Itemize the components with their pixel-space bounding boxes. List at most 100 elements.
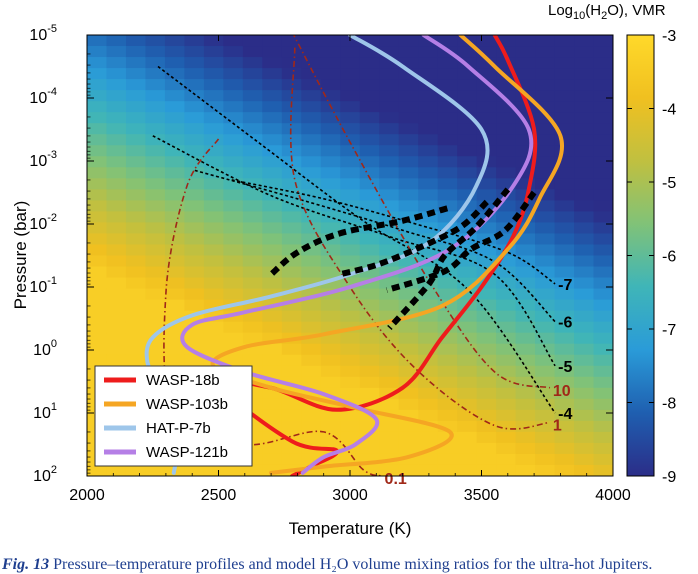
- heatmap-cell: [223, 57, 244, 69]
- heatmap-cell: [106, 123, 127, 135]
- heatmap-cell: [418, 156, 439, 168]
- heatmap-cell: [184, 156, 205, 168]
- heatmap-cell: [184, 244, 205, 257]
- heatmap-cell: [457, 244, 478, 257]
- heatmap-cell: [515, 145, 536, 157]
- heatmap-cell: [476, 178, 497, 190]
- heatmap-cell: [320, 46, 341, 58]
- colorbar-tick-label: -4: [662, 102, 676, 119]
- heatmap-cell: [457, 321, 478, 334]
- heatmap-cell: [379, 57, 400, 69]
- heatmap-cell: [145, 145, 166, 157]
- heatmap-cell: [593, 310, 613, 323]
- heatmap-cell: [242, 310, 263, 323]
- heatmap-cell: [320, 365, 341, 378]
- heatmap-cell: [106, 178, 127, 190]
- heatmap-cell: [476, 398, 497, 411]
- heatmap-cell: [340, 277, 361, 290]
- heatmap-cell: [262, 57, 283, 69]
- heatmap-cell: [593, 57, 613, 69]
- heatmap-cell: [476, 167, 497, 179]
- heatmap-cell: [554, 79, 575, 91]
- heatmap-cell: [203, 46, 224, 58]
- heatmap-cell: [145, 343, 166, 356]
- heatmap-cell: [242, 123, 263, 135]
- heatmap-cell: [418, 398, 439, 411]
- heatmap-cell: [203, 200, 224, 212]
- heatmap-cell: [301, 211, 322, 224]
- probed-segment: [387, 187, 511, 330]
- heatmap-cell: [340, 112, 361, 124]
- heatmap-cell: [203, 343, 224, 356]
- heatmap-cell: [242, 178, 263, 190]
- heatmap-cell: [574, 200, 595, 212]
- heatmap-cell: [554, 299, 575, 312]
- heatmap-cell: [125, 123, 147, 135]
- heatmap-cell: [125, 134, 147, 146]
- heatmap-cell: [125, 321, 147, 334]
- heatmap-cell: [359, 464, 380, 476]
- heatmap-cell: [593, 200, 613, 212]
- heatmap-cell: [320, 299, 341, 312]
- heatmap-cell: [398, 464, 419, 476]
- heatmap-cell: [281, 255, 302, 268]
- heatmap-cell: [593, 442, 613, 455]
- heatmap-cell: [340, 134, 361, 146]
- heatmap-cell: [418, 90, 439, 102]
- heatmap-cell: [398, 354, 419, 367]
- heatmap-cell: [223, 145, 244, 157]
- colorbar-ticks: -3 -4 -5 -6 -7 -8 -9: [627, 28, 676, 486]
- heatmap-cell: [223, 167, 244, 179]
- heatmap-cell: [515, 332, 536, 345]
- heatmap-cell: [262, 376, 283, 389]
- heatmap-cell: [242, 35, 263, 47]
- heatmap-cell: [223, 79, 244, 91]
- y-tick-label: 10-4: [29, 86, 57, 107]
- heatmap-cell: [593, 321, 613, 334]
- heatmap-cell: [340, 354, 361, 367]
- heatmap-cell: [574, 90, 595, 102]
- heatmap-cell: [106, 35, 127, 47]
- heatmap-cell: [223, 35, 244, 47]
- heatmap-cell: [437, 134, 458, 146]
- heatmap-cell: [320, 255, 341, 268]
- heatmap-cell: [87, 57, 108, 69]
- heatmap-cell: [223, 288, 244, 301]
- heatmap-cell: [398, 409, 419, 422]
- heatmap-cell: [340, 453, 361, 466]
- heatmap-cell: [145, 233, 166, 246]
- heatmap-cell: [574, 464, 595, 476]
- heatmap-cell: [398, 167, 419, 179]
- heatmap-cell: [145, 101, 166, 113]
- heatmap-cell: [242, 442, 263, 455]
- heatmap-cell: [476, 354, 497, 367]
- heatmap-cell: [398, 134, 419, 146]
- heatmap-cell: [164, 288, 186, 301]
- heatmap-cell: [554, 134, 575, 146]
- heatmap-cell: [418, 409, 439, 422]
- heatmap-cell: [379, 277, 400, 290]
- heatmap-cell: [398, 68, 419, 80]
- heatmap-cell: [106, 244, 127, 257]
- heatmap-cell: [145, 299, 166, 312]
- heatmap-cell: [203, 101, 224, 113]
- heatmap-cell: [320, 409, 341, 422]
- heatmap-cell: [262, 332, 283, 345]
- heatmap-cell: [496, 420, 517, 433]
- heatmap-cell: [535, 453, 556, 466]
- heatmap-cell: [301, 112, 322, 124]
- heatmap-cell: [515, 321, 536, 334]
- heatmap-cell: [398, 145, 419, 157]
- heatmap-cell: [418, 233, 439, 246]
- heatmap-cell: [535, 299, 556, 312]
- heatmap-cell: [574, 431, 595, 444]
- heatmap-cell: [535, 387, 556, 400]
- heatmap-cell: [340, 222, 361, 235]
- profile-line: [216, 35, 538, 476]
- heatmap-cell: [457, 123, 478, 135]
- heatmap-cell: [593, 123, 613, 135]
- heatmap-cell: [515, 354, 536, 367]
- condensation-curves: [163, 35, 551, 476]
- heatmap-cell: [87, 332, 108, 345]
- heatmap-cell: [574, 255, 595, 268]
